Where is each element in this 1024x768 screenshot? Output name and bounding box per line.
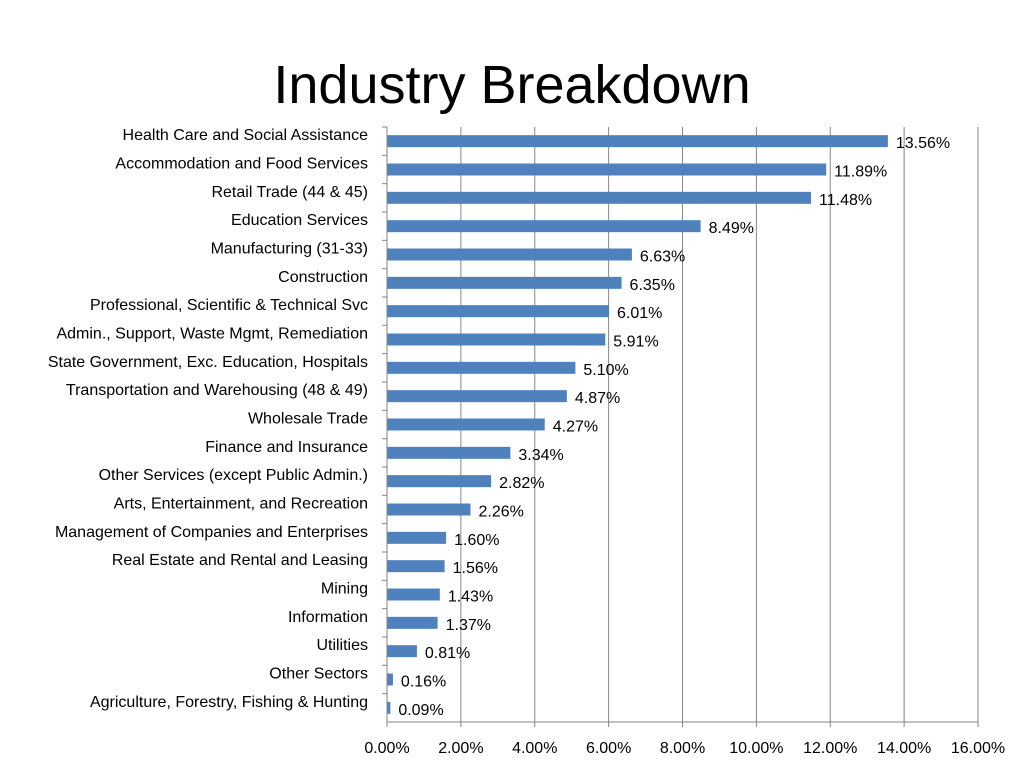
bar (387, 418, 545, 431)
data-label: 1.60% (454, 532, 499, 549)
bar (387, 701, 391, 714)
category-label: Transportation and Warehousing (48 & 49) (66, 382, 368, 399)
category-labels: Health Care and Social Assistance Accommo… (48, 127, 368, 711)
data-label: 0.09% (398, 702, 443, 719)
bar (387, 645, 417, 658)
data-label: 6.01% (617, 305, 662, 322)
data-label: 5.10% (583, 362, 628, 379)
bar (387, 361, 576, 374)
data-label: 5.91% (613, 334, 658, 351)
category-label: Admin., Support, Waste Mgmt, Remediation (56, 326, 368, 343)
bar (387, 220, 701, 233)
category-label: Wholesale Trade (248, 411, 368, 428)
category-label: Accommodation and Food Services (115, 156, 368, 173)
category-label: Professional, Scientific & Technical Svc (90, 297, 368, 314)
category-label: Utilities (316, 637, 368, 654)
bar (387, 191, 812, 204)
x-tick-label: 2.00% (438, 740, 483, 757)
bars (387, 135, 888, 714)
category-label: Other Services (except Public Admin.) (99, 467, 368, 484)
category-label: Health Care and Social Assistance (123, 127, 369, 144)
x-tick-label: 0.00% (364, 740, 409, 757)
data-label: 0.16% (401, 674, 446, 691)
data-label: 6.63% (640, 249, 685, 266)
bar (387, 390, 567, 403)
data-label: 2.26% (478, 504, 523, 521)
data-label: 4.87% (575, 390, 620, 407)
data-label: 11.89% (834, 164, 887, 181)
data-label: 6.35% (630, 277, 675, 294)
data-label: 1.43% (448, 589, 493, 606)
category-label: Education Services (231, 212, 368, 229)
bar (387, 248, 632, 261)
axes (382, 126, 979, 727)
bar (387, 531, 447, 544)
category-label: Real Estate and Rental and Leasing (112, 552, 368, 569)
x-tick-label: 12.00% (803, 740, 857, 757)
category-label: Other Sectors (269, 666, 368, 683)
data-label: 8.49% (709, 220, 754, 237)
category-label: Finance and Insurance (205, 439, 368, 456)
data-label: 11.48% (819, 192, 872, 209)
x-tick-label: 14.00% (877, 740, 931, 757)
category-label: Information (288, 609, 368, 626)
data-label: 4.27% (553, 419, 598, 436)
x-tick-label: 10.00% (729, 740, 783, 757)
x-tick-label: 16.00% (951, 740, 1005, 757)
category-label: Management of Companies and Enterprises (55, 524, 368, 541)
data-label: 1.56% (453, 560, 498, 577)
bar (387, 135, 888, 148)
data-label: 0.81% (425, 645, 470, 662)
x-tick-label: 6.00% (586, 740, 631, 757)
category-label: Arts, Entertainment, and Recreation (114, 496, 368, 513)
category-label: Mining (321, 581, 368, 598)
category-label: Construction (278, 269, 368, 286)
category-label: Retail Trade (44 & 45) (211, 184, 368, 201)
bar (387, 503, 471, 516)
bar (387, 588, 440, 601)
category-label: Manufacturing (31-33) (211, 241, 368, 258)
bar (387, 333, 606, 346)
data-label: 3.34% (518, 447, 563, 464)
data-label: 2.82% (499, 475, 544, 492)
data-label: 1.37% (446, 617, 491, 634)
bar (387, 673, 393, 686)
x-tick-label: 8.00% (660, 740, 705, 757)
x-tick-labels: 0.00% 2.00% 4.00% 6.00% 8.00% 10.00% 12.00% 14.… (364, 740, 1005, 757)
bar (387, 163, 827, 176)
data-label: 13.56% (896, 135, 950, 152)
chart-title: Industry Breakdown (273, 55, 751, 115)
bar (387, 446, 511, 459)
category-label: State Government, Exc. Education, Hospit… (48, 354, 368, 371)
bar (387, 475, 492, 488)
category-label: Agriculture, Forestry, Fishing & Hunting (90, 694, 368, 711)
data-labels: 13.56% 11.89% 11.48% 8.49% 6.63% 6.35% 6.01% 5.… (398, 135, 950, 719)
bar (387, 305, 609, 318)
bar (387, 616, 438, 629)
x-tick-label: 4.00% (512, 740, 557, 757)
bar (387, 276, 622, 289)
bar (387, 560, 445, 573)
